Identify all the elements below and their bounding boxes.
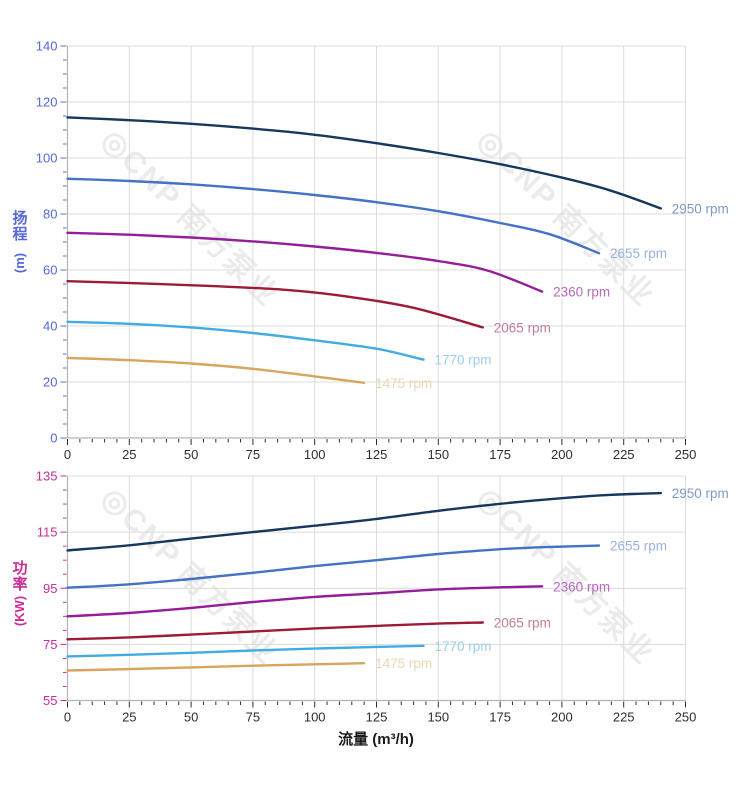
y-tick-label: 135	[36, 469, 58, 484]
curve-label-1770rpm: 1770 rpm	[434, 353, 491, 368]
curve-1475rpm	[66, 662, 366, 672]
y-tick-label: 140	[36, 39, 58, 54]
x-tick-label: 200	[551, 447, 573, 462]
y-axis-ticks	[60, 45, 67, 439]
curve-label-2360rpm: 2360 rpm	[553, 285, 610, 300]
x-tick-label: 0	[64, 447, 71, 462]
y-axis-ticks	[60, 475, 67, 701]
watermark: ◎CNP 南方泵业	[95, 481, 285, 671]
curve-label-2360rpm: 2360 rpm	[553, 579, 610, 594]
head-axis-title: 扬 程 (m)	[5, 210, 35, 274]
x-tick-label: 175	[489, 710, 511, 725]
curve-label-2950rpm: 2950 rpm	[672, 201, 729, 216]
power-axis-title: 功 率 (KW)	[5, 560, 35, 627]
head-axis-unit: (m)	[12, 252, 27, 274]
x-tick-label: 25	[122, 710, 136, 725]
x-tick-label: 200	[551, 710, 573, 725]
x-tick-label: 150	[427, 710, 449, 725]
curve-label-2655rpm: 2655 rpm	[610, 539, 667, 554]
curve-2065rpm	[66, 280, 484, 329]
y-tick-label: 75	[43, 637, 57, 652]
curve-1770rpm	[66, 644, 425, 658]
curve-2360rpm	[66, 585, 544, 618]
x-tick-label: 250	[675, 710, 697, 725]
power-axis-char: 率	[12, 576, 28, 593]
x-tick-label: 75	[246, 710, 260, 725]
x-tick-label: 125	[366, 447, 388, 462]
y-tick-label: 60	[43, 263, 57, 278]
x-tick-label: 0	[64, 710, 71, 725]
x-axis-ticks	[67, 701, 686, 708]
curve-label-1475rpm: 1475 rpm	[375, 656, 432, 671]
power-axis-char: 功	[12, 560, 28, 577]
curve-2360rpm	[66, 231, 544, 293]
y-tick-label: 55	[43, 693, 57, 708]
curve-label-2065rpm: 2065 rpm	[494, 320, 551, 335]
x-tick-label: 100	[304, 710, 326, 725]
curve-2065rpm	[66, 621, 484, 641]
curve-1770rpm	[66, 320, 425, 361]
curve-label-2065rpm: 2065 rpm	[494, 615, 551, 630]
watermark: ◎CNP 南方泵业	[471, 481, 661, 671]
x-tick-label: 50	[184, 710, 198, 725]
x-tick-label: 100	[304, 447, 326, 462]
axis-lines	[66, 46, 686, 439]
power-chart-plot: ◎CNP 南方泵业 ◎CNP 南方泵业 0 25 50 75 100 125 150 175 200…	[36, 469, 729, 725]
x-tick-label: 125	[366, 710, 388, 725]
x-tick-label: 75	[246, 447, 260, 462]
curve-label-1475rpm: 1475 rpm	[375, 376, 432, 391]
head-axis-char: 程	[12, 226, 28, 243]
x-tick-label: 175	[489, 447, 511, 462]
y-tick-label: 0	[50, 431, 57, 446]
power-axis-unit: (KW)	[12, 595, 28, 627]
y-tick-label: 20	[43, 375, 57, 390]
curve-2655rpm	[66, 177, 601, 255]
curve-2655rpm	[66, 544, 601, 589]
x-tick-label: 225	[613, 710, 635, 725]
x-tick-label: 225	[613, 447, 635, 462]
x-tick-label: 150	[427, 447, 449, 462]
curve-label-2655rpm: 2655 rpm	[610, 246, 667, 261]
y-tick-label: 80	[43, 207, 57, 222]
y-tick-label: 40	[43, 319, 57, 334]
y-tick-label: 115	[37, 525, 58, 540]
head-axis-char: 扬	[12, 210, 28, 227]
y-tick-label: 95	[43, 581, 57, 596]
flow-axis-title: 流量 (m³/h)	[338, 731, 414, 748]
y-tick-label: 100	[36, 151, 58, 166]
curve-2950rpm	[66, 116, 662, 210]
y-tick-label: 120	[36, 95, 58, 110]
curve-label-2950rpm: 2950 rpm	[672, 486, 729, 501]
x-tick-label: 250	[675, 447, 697, 462]
curve-label-1770rpm: 1770 rpm	[434, 639, 491, 654]
x-tick-label: 25	[122, 447, 136, 462]
curve-2950rpm	[66, 491, 662, 552]
curve-1475rpm	[66, 356, 366, 384]
x-axis-ticks	[67, 439, 686, 445]
x-tick-label: 50	[184, 447, 198, 462]
